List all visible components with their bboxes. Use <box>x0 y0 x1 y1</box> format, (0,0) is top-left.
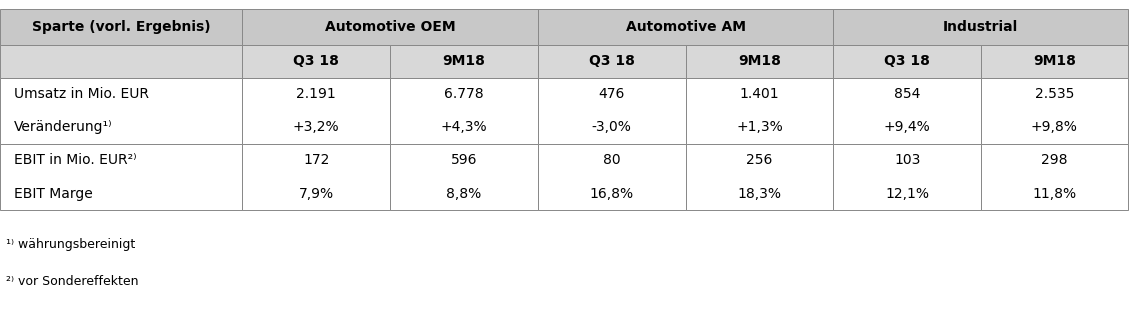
Bar <box>834 45 981 78</box>
Bar <box>538 9 834 45</box>
Bar <box>686 45 834 78</box>
Text: -3,0%: -3,0% <box>592 120 632 134</box>
Text: Q3 18: Q3 18 <box>589 54 634 69</box>
Bar <box>981 45 1128 78</box>
Text: 9M18: 9M18 <box>443 54 485 69</box>
Text: Industrial: Industrial <box>943 20 1018 34</box>
Text: +9,8%: +9,8% <box>1031 120 1077 134</box>
Bar <box>391 45 538 78</box>
Text: 18,3%: 18,3% <box>737 187 781 201</box>
Bar <box>686 144 834 210</box>
Text: 476: 476 <box>598 87 625 101</box>
Text: 16,8%: 16,8% <box>590 187 633 201</box>
Text: +3,2%: +3,2% <box>293 120 339 134</box>
Text: Umsatz in Mio. EUR: Umsatz in Mio. EUR <box>14 87 149 101</box>
Text: Q3 18: Q3 18 <box>884 54 931 69</box>
Text: 80: 80 <box>603 153 621 167</box>
Bar <box>834 9 1128 45</box>
Text: Automotive AM: Automotive AM <box>625 20 746 34</box>
Text: 596: 596 <box>451 153 477 167</box>
Text: 854: 854 <box>894 87 920 101</box>
Bar <box>243 78 391 144</box>
Text: Automotive OEM: Automotive OEM <box>325 20 456 34</box>
Text: 9M18: 9M18 <box>738 54 781 69</box>
Text: 11,8%: 11,8% <box>1032 187 1076 201</box>
Bar <box>981 144 1128 210</box>
Bar <box>834 144 981 210</box>
Bar <box>538 78 686 144</box>
Bar <box>243 9 538 45</box>
Text: ¹⁾ währungsbereinigt: ¹⁾ währungsbereinigt <box>6 238 134 251</box>
Bar <box>0 144 243 210</box>
Text: 1.401: 1.401 <box>739 87 779 101</box>
Bar <box>243 45 391 78</box>
Bar <box>391 78 538 144</box>
Text: 12,1%: 12,1% <box>885 187 929 201</box>
Bar <box>834 78 981 144</box>
Text: Veränderung¹⁾: Veränderung¹⁾ <box>14 120 113 134</box>
Text: 9M18: 9M18 <box>1033 54 1075 69</box>
Text: ²⁾ vor Sondereffekten: ²⁾ vor Sondereffekten <box>6 275 138 288</box>
Bar <box>243 144 391 210</box>
Text: EBIT Marge: EBIT Marge <box>14 187 92 201</box>
Text: 2.535: 2.535 <box>1034 87 1074 101</box>
Bar <box>391 144 538 210</box>
Text: 2.191: 2.191 <box>296 87 336 101</box>
Text: +4,3%: +4,3% <box>441 120 487 134</box>
Text: +9,4%: +9,4% <box>884 120 931 134</box>
Text: 7,9%: 7,9% <box>298 187 334 201</box>
Bar <box>686 78 834 144</box>
Bar <box>981 78 1128 144</box>
Text: Sparte (vorl. Ergebnis): Sparte (vorl. Ergebnis) <box>32 20 211 34</box>
Text: 256: 256 <box>746 153 772 167</box>
Bar <box>538 45 686 78</box>
Text: EBIT in Mio. EUR²⁾: EBIT in Mio. EUR²⁾ <box>14 153 137 167</box>
Bar <box>0 45 243 78</box>
Bar <box>0 9 243 45</box>
Text: 103: 103 <box>894 153 920 167</box>
Text: +1,3%: +1,3% <box>736 120 782 134</box>
Text: 6.778: 6.778 <box>444 87 484 101</box>
Text: 8,8%: 8,8% <box>446 187 482 201</box>
Bar <box>0 78 243 144</box>
Bar <box>538 144 686 210</box>
Text: 172: 172 <box>303 153 329 167</box>
Text: Q3 18: Q3 18 <box>294 54 339 69</box>
Text: 298: 298 <box>1041 153 1067 167</box>
